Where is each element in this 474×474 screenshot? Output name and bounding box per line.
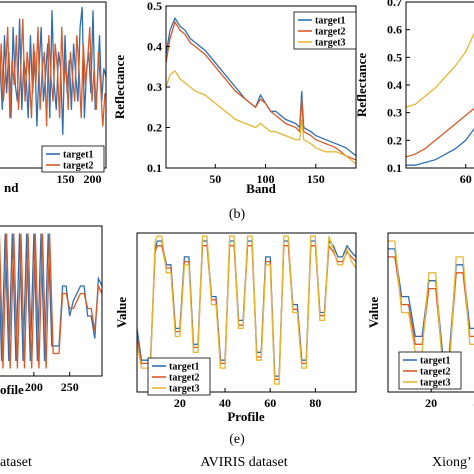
legend-label-target3: target3 xyxy=(420,378,451,389)
x-tick-label: 40 xyxy=(219,396,231,410)
chart-top-middle: 50 100 150 0.1 0.2 0.3 0.4 0.5 Band Reflectance ta… xyxy=(112,0,357,196)
y-tick-label: 0.2 xyxy=(387,133,402,147)
y-tick-label: 0.1 xyxy=(147,161,162,175)
legend-label-target1: target1 xyxy=(420,356,451,367)
x-tick-label: 150 xyxy=(307,172,325,186)
y-tick-label: 0.5 xyxy=(147,0,162,13)
dataset-label-left: ataset xyxy=(0,455,32,470)
dataset-label-middle: AVIRIS dataset xyxy=(200,455,287,470)
series-line-target2 xyxy=(0,18,106,127)
x-tick-label: 20 xyxy=(174,396,186,410)
plot-frame xyxy=(405,1,474,169)
plot-frame xyxy=(0,225,103,377)
y-tick-label: 0.3 xyxy=(387,106,402,120)
x-tick-label: 100 xyxy=(257,172,275,186)
legend-label-target1: target1 xyxy=(169,362,200,373)
series-line-target2 xyxy=(166,20,356,161)
x-axis-title: ofile xyxy=(0,382,24,397)
x-axis-title: Profile xyxy=(227,409,265,424)
y-tick-label: 0.4 xyxy=(387,78,402,92)
y-axis-title: Value xyxy=(114,297,129,329)
series-line-target1 xyxy=(166,16,356,157)
y-tick-label: 0.6 xyxy=(387,23,402,37)
chart-top-right: 60 0.1 0.2 0.3 0.4 0.5 0.6 0.7 Reflectance xyxy=(354,0,474,186)
legend-box xyxy=(41,145,105,173)
legend-label-target3: target3 xyxy=(315,38,346,49)
y-tick-label: 0.3 xyxy=(147,80,162,94)
y-tick-label: 0.1 xyxy=(387,161,402,175)
series-line-target3 xyxy=(406,32,474,108)
chart-bottom-left: 200 250 ofile xyxy=(0,225,103,397)
plot-frame xyxy=(387,232,474,393)
x-tick-label: 60 xyxy=(264,396,276,410)
y-tick-label: 0.2 xyxy=(147,121,162,135)
x-tick-label: 20 xyxy=(425,396,437,410)
y-axis-title: Reflectance xyxy=(112,55,127,119)
series-line-target2 xyxy=(0,233,102,369)
x-axis-title: Band xyxy=(246,181,276,196)
chart-bottom-middle: 20 40 60 80 Profile Value target1target2target… xyxy=(114,232,357,424)
legend-label-target2: target2 xyxy=(169,373,200,384)
x-tick-label: 80 xyxy=(309,396,321,410)
legend-label-target2: target2 xyxy=(63,161,94,172)
y-tick-label: 0.5 xyxy=(387,50,402,64)
series-line-target1 xyxy=(0,6,106,135)
legend-label-target3: target3 xyxy=(169,384,200,395)
plot-frame xyxy=(136,232,357,393)
caption-b: (b) xyxy=(229,207,246,222)
x-tick-label: 250 xyxy=(61,380,79,394)
x-axis-title: nd xyxy=(4,180,19,195)
series-line-target1 xyxy=(406,127,474,166)
y-axis-title: Value xyxy=(366,297,381,329)
legend-label-target1: target1 xyxy=(315,16,346,27)
dataset-label-right: Xiong’ xyxy=(432,455,472,470)
y-axis-title: Reflectance xyxy=(354,53,369,117)
x-tick-label: 50 xyxy=(209,172,221,186)
y-tick-label: 0.7 xyxy=(387,0,402,9)
series-line-target3 xyxy=(137,235,356,385)
x-tick-label: 200 xyxy=(84,172,102,186)
x-tick-label: 200 xyxy=(25,380,43,394)
series-line-target2 xyxy=(406,107,474,158)
legend-label-target1: target1 xyxy=(63,150,94,161)
series-line-target3 xyxy=(166,69,356,165)
y-tick-label: 0.4 xyxy=(147,40,162,54)
x-tick-label: 60 xyxy=(460,172,472,186)
legend-label-target2: target2 xyxy=(315,27,346,38)
chart-bottom-right: 204Valuetarget1target2target3 xyxy=(366,232,474,410)
series-line-target3 xyxy=(388,240,474,369)
legend-label-target2: target2 xyxy=(420,367,451,378)
x-tick-label: 150 xyxy=(57,172,75,186)
caption-e: (e) xyxy=(229,432,245,447)
